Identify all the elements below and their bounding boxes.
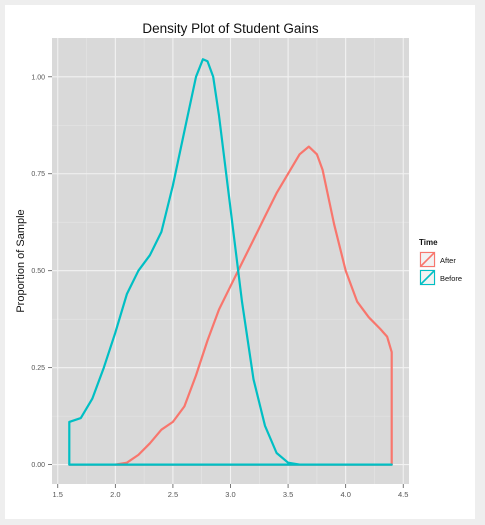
x-tick-label: 3.0 (225, 490, 235, 499)
x-tick-label: 2.5 (168, 490, 178, 499)
series-layer (68, 58, 393, 466)
y-axis-label: Proportion of Sample (15, 209, 27, 312)
x-tick-label: 4.5 (398, 490, 408, 499)
legend-swatch-after (420, 252, 435, 267)
x-tick-label: 2.0 (110, 490, 120, 499)
x-tick-label: 4.0 (340, 490, 350, 499)
y-tick-label: 1.00 (31, 74, 45, 81)
x-tick-label: 3.5 (283, 490, 293, 499)
x-axis: 1.5 2.0 2.5 3.0 3.5 4.0 4.5 (53, 484, 408, 499)
legend: Time After Before (418, 238, 462, 287)
y-tick-label: 0.25 (31, 365, 45, 372)
legend-swatch-box (419, 269, 436, 286)
legend-swatch-before (420, 270, 435, 285)
y-tick-label: 0.50 (31, 268, 45, 275)
y-tick-label: 0.00 (31, 462, 45, 469)
grid-major (52, 38, 409, 484)
series-line-before (68, 58, 393, 466)
y-axis: 0.00 0.25 0.50 0.75 1.00 (31, 74, 52, 469)
legend-label: After (440, 256, 456, 265)
legend-title: Time (419, 238, 438, 247)
chart-title: Density Plot of Student Gains (142, 21, 319, 36)
x-tick-label: 1.5 (53, 490, 63, 499)
series-line-after (68, 145, 393, 466)
legend-swatch-box (419, 251, 436, 268)
y-tick-label: 0.75 (31, 171, 45, 178)
legend-label: Before (440, 274, 462, 283)
